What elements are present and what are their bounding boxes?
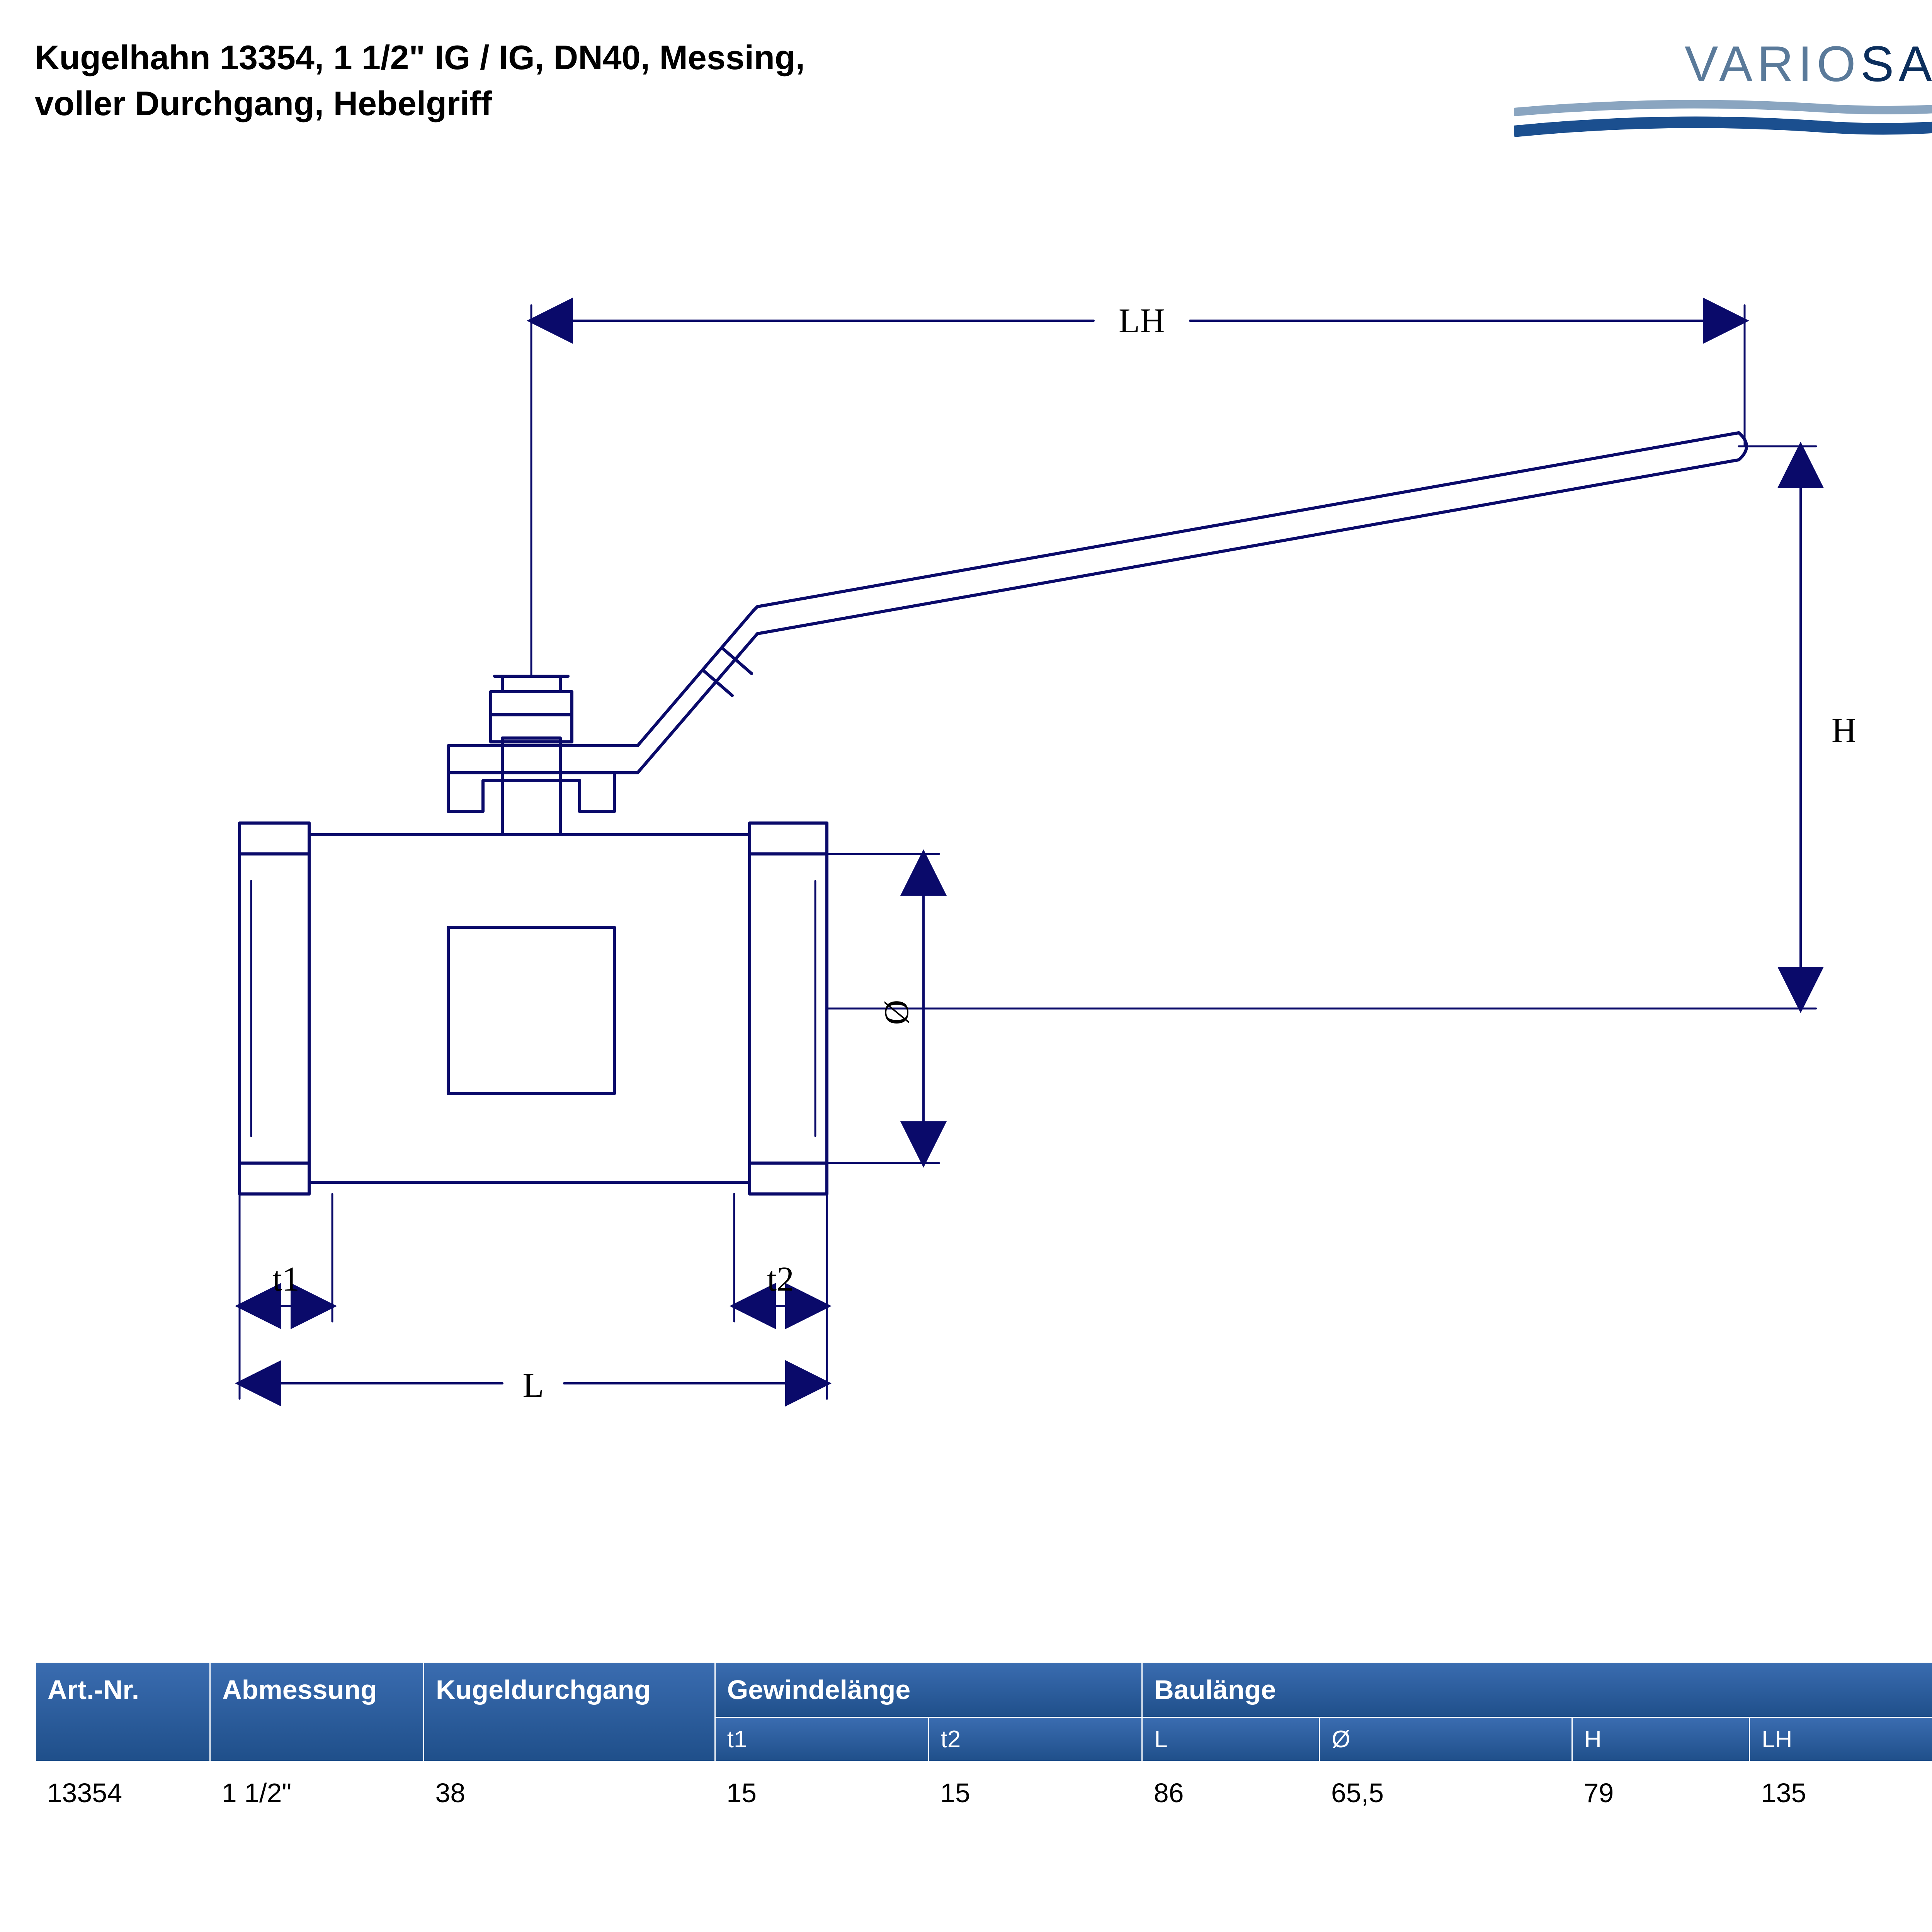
dim-label-t1: t1 [272, 1260, 299, 1298]
page-title: Kugelhahn 13354, 1 1/2" IG / IG, DN40, M… [35, 35, 805, 127]
sub-phi: Ø [1320, 1718, 1572, 1762]
logo-swoosh-icon [1514, 97, 1932, 143]
dim-label-t2: t2 [767, 1260, 794, 1298]
cell-t1: 15 [715, 1762, 929, 1824]
technical-drawing: LH H Ø t1 t2 L [155, 232, 1855, 1546]
sub-l: L [1142, 1718, 1320, 1762]
dim-label-l: L [523, 1366, 544, 1405]
cell-phi: 65,5 [1320, 1762, 1572, 1824]
logo-part-2: SAN [1861, 36, 1932, 92]
table-row: 13354 1 1/2" 38 15 15 86 65,5 79 135 [36, 1762, 1932, 1824]
table-header-row: Art.-Nr. Abmessung Kugeldurchgang Gewind… [36, 1662, 1932, 1718]
brand-logo: VARIOSAN [1514, 35, 1932, 145]
cell-abmessung: 1 1/2" [210, 1762, 424, 1824]
col-abmessung: Abmessung [210, 1662, 424, 1762]
title-line-1: Kugelhahn 13354, 1 1/2" IG / IG, DN40, M… [35, 38, 805, 77]
dim-label-h: H [1832, 711, 1855, 750]
logo-part-1: VARIO [1685, 36, 1861, 92]
cell-l: 86 [1142, 1762, 1320, 1824]
sub-h: H [1572, 1718, 1750, 1762]
title-line-2: voller Durchgang, Hebelgriff [35, 84, 492, 122]
sub-t2: t2 [929, 1718, 1142, 1762]
cell-lh: 135 [1750, 1762, 1932, 1824]
cell-h: 79 [1572, 1762, 1750, 1824]
sub-lh: LH [1750, 1718, 1932, 1762]
col-gewinde: Gewindelänge [715, 1662, 1142, 1718]
col-baulaenge: Baulänge [1142, 1662, 1932, 1718]
sub-t1: t1 [715, 1718, 929, 1762]
cell-artnr: 13354 [36, 1762, 210, 1824]
col-artnr: Art.-Nr. [36, 1662, 210, 1762]
spec-table: Art.-Nr. Abmessung Kugeldurchgang Gewind… [35, 1662, 1932, 1824]
logo-text: VARIOSAN [1514, 35, 1932, 93]
dim-label-phi: Ø [878, 1000, 916, 1025]
cell-kugel: 38 [424, 1762, 715, 1824]
dim-label-lh: LH [1119, 302, 1165, 340]
col-kugel: Kugeldurchgang [424, 1662, 715, 1762]
cell-t2: 15 [929, 1762, 1142, 1824]
